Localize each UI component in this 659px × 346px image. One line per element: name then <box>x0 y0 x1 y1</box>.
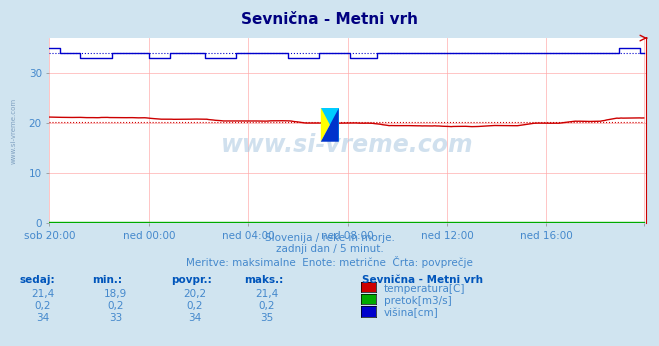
Text: maks.:: maks.: <box>244 275 283 285</box>
Text: Slovenija / reke in morje.: Slovenija / reke in morje. <box>264 233 395 243</box>
Text: 0,2: 0,2 <box>186 301 203 311</box>
Text: 21,4: 21,4 <box>31 289 55 299</box>
Polygon shape <box>321 108 339 142</box>
Text: 21,4: 21,4 <box>255 289 279 299</box>
Text: zadnji dan / 5 minut.: zadnji dan / 5 minut. <box>275 244 384 254</box>
Text: 0,2: 0,2 <box>107 301 124 311</box>
Text: 18,9: 18,9 <box>103 289 127 299</box>
Text: sedaj:: sedaj: <box>20 275 55 285</box>
Text: 34: 34 <box>188 313 201 323</box>
Text: pretok[m3/s]: pretok[m3/s] <box>384 296 451 306</box>
Text: www.si-vreme.com: www.si-vreme.com <box>221 134 474 157</box>
Text: Sevnična - Metni vrh: Sevnična - Metni vrh <box>362 275 484 285</box>
Text: 0,2: 0,2 <box>34 301 51 311</box>
Text: Meritve: maksimalne  Enote: metrične  Črta: povprečje: Meritve: maksimalne Enote: metrične Črta… <box>186 256 473 268</box>
Text: povpr.:: povpr.: <box>171 275 212 285</box>
Text: višina[cm]: višina[cm] <box>384 308 438 318</box>
Text: temperatura[C]: temperatura[C] <box>384 284 465 294</box>
Text: min.:: min.: <box>92 275 123 285</box>
Text: 20,2: 20,2 <box>183 289 206 299</box>
Text: 34: 34 <box>36 313 49 323</box>
Text: Sevnična - Metni vrh: Sevnična - Metni vrh <box>241 12 418 27</box>
Polygon shape <box>321 108 339 142</box>
Text: www.si-vreme.com: www.si-vreme.com <box>11 98 16 164</box>
Text: 33: 33 <box>109 313 122 323</box>
Text: 35: 35 <box>260 313 273 323</box>
Text: 0,2: 0,2 <box>258 301 275 311</box>
Polygon shape <box>321 108 339 142</box>
